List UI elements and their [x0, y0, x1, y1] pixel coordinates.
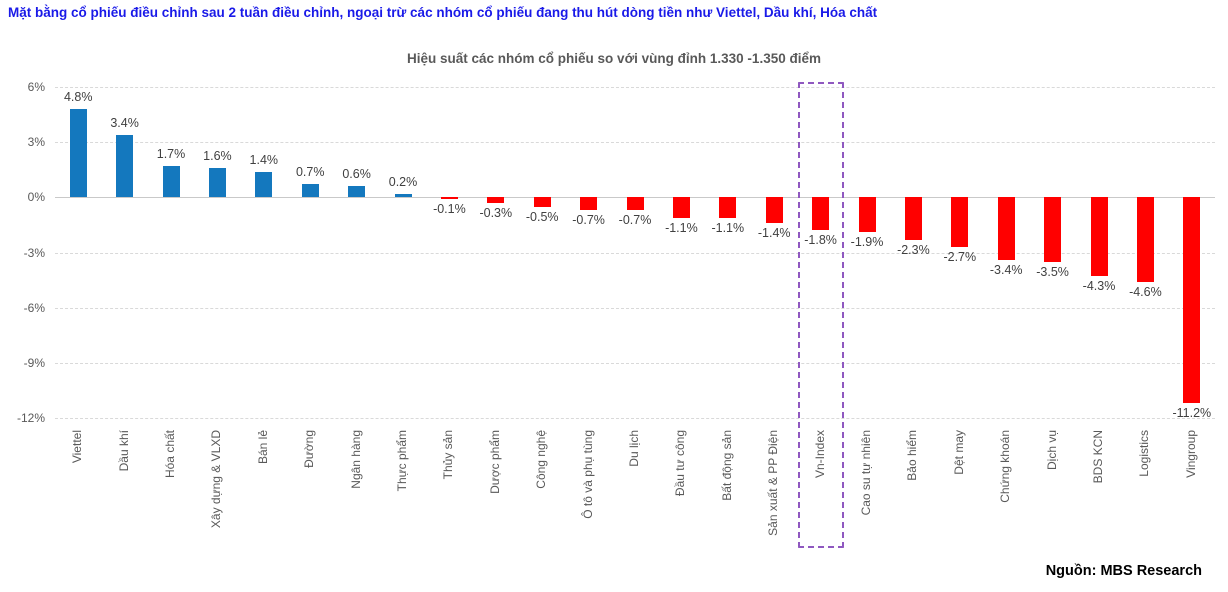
y-axis-label: 6% [27, 80, 45, 94]
bar-value-label: -1.1% [665, 220, 698, 235]
bar-negative [765, 197, 783, 224]
bar-value-label: -11.2% [1172, 406, 1212, 421]
bar-value-label: -2.7% [943, 249, 977, 264]
chart-title: Hiệu suất các nhóm cổ phiếu so với vùng … [407, 51, 821, 66]
bar-value-label: 1.7% [156, 147, 186, 162]
bar-negative [1183, 197, 1201, 404]
bar-negative [858, 197, 876, 233]
bar-value-label: -1.9% [850, 235, 884, 250]
bar-value-label: 0.2% [388, 174, 418, 189]
bar-positive [208, 167, 226, 198]
bar-value-label: 1.4% [249, 152, 279, 167]
x-axis-label: Ô tô và phụ tùng [580, 430, 595, 519]
x-axis-label: Bất động sản [719, 430, 734, 501]
bar-negative [626, 197, 644, 211]
x-axis-label: Cao su tự nhiên [859, 430, 873, 516]
plot-area: 6% 3% 0% -3% -6% -9% -12% 4.8% Viettel 3.4% Dầu kh… [17, 80, 1215, 548]
bar-value-label: -1.1% [711, 220, 745, 235]
bar-value-label: -0.1% [433, 202, 466, 217]
x-axis-label: Logistics [1137, 430, 1152, 477]
bar-positive [348, 186, 366, 198]
bar-positive [69, 109, 87, 198]
x-axis-label: Viettel [70, 430, 85, 464]
gridline [55, 142, 1215, 144]
page-title: Mặt bằng cổ phiếu điều chỉnh sau 2 tuần … [8, 5, 878, 20]
x-axis-label: BDS KCN [1091, 430, 1105, 484]
bar-negative [719, 197, 737, 218]
x-axis-label: Dược phẩm [487, 430, 502, 494]
y-axis-label: -9% [23, 355, 45, 370]
x-axis-label: Dầu khí [116, 430, 131, 472]
x-axis-label: Xây dựng & VLXD [209, 430, 224, 529]
bar-negative [580, 197, 598, 211]
bar-negative [904, 197, 922, 240]
bar-negative [533, 197, 551, 207]
bar-negative [997, 197, 1015, 260]
bar-value-label: 4.8% [63, 90, 93, 105]
x-axis-label: Công nghệ [534, 430, 549, 489]
gridline [55, 307, 1215, 309]
bar-value-label: -0.5% [525, 209, 559, 224]
y-axis-label: 0% [27, 190, 45, 205]
gridline [55, 87, 1215, 88]
x-axis-label: Dịch vụ [1044, 430, 1059, 471]
x-axis-label: Thực phẩm [395, 430, 409, 492]
y-axis-label: -12% [16, 411, 45, 425]
y-axis-label: 3% [27, 135, 45, 150]
source-label: Nguồn: MBS Research [1045, 563, 1202, 579]
bar-negative [1090, 197, 1108, 277]
y-axis-label: -3% [23, 245, 45, 260]
bar-negative [812, 197, 830, 231]
gridline [55, 362, 1215, 364]
x-axis-label: Dệt may [951, 430, 966, 475]
bar-negative [672, 197, 690, 218]
x-axis-label: Đầu tư công [673, 430, 688, 497]
vnindex-highlight-box [797, 82, 844, 548]
y-axis-label: -6% [23, 300, 45, 315]
bar-positive [162, 166, 180, 198]
bar-value-label: -4.3% [1082, 279, 1116, 294]
bar-value-label: -0.7% [572, 213, 605, 228]
bar-negative [487, 197, 505, 203]
bar-negative [1044, 197, 1062, 262]
x-axis-label: Bảo hiểm [905, 430, 920, 481]
bar-value-label: -1.8% [804, 233, 837, 248]
x-axis-label: Du lịch [627, 430, 641, 467]
x-axis-label: Hóa chất [163, 430, 177, 479]
bar-positive [301, 184, 319, 198]
x-axis-label: Sản xuất & PP Điện [766, 430, 781, 536]
bar-value-label: -0.3% [479, 205, 513, 220]
bar-negative [1136, 197, 1154, 282]
bar-value-label: 0.6% [342, 167, 371, 182]
x-axis-label: Ngân hàng [348, 430, 363, 489]
bar-negative [951, 197, 969, 247]
gridline [55, 418, 1215, 419]
x-axis-label: Đường [302, 430, 317, 468]
bar-negative [440, 197, 458, 200]
bar-positive [116, 134, 134, 198]
bar-value-label: 0.7% [295, 165, 325, 180]
x-axis-label: Thủy sản [441, 430, 456, 480]
bar-value-label: -0.7% [618, 213, 652, 228]
bar-value-label: 1.6% [203, 148, 232, 163]
bar-value-label: -3.4% [989, 262, 1023, 277]
bar-positive [394, 193, 412, 198]
x-axis-label: Bán lẻ [255, 430, 270, 465]
bar-value-label: -3.5% [1036, 264, 1069, 279]
bar-positive [255, 171, 273, 198]
gridline [55, 252, 1215, 254]
x-axis-label: Vingroup [1183, 430, 1198, 478]
bar-value-label: -1.4% [757, 226, 791, 241]
x-axis-label: Chứng khoán [998, 430, 1013, 503]
bar-value-label: -2.3% [897, 242, 930, 257]
bar-value-label: 3.4% [110, 115, 139, 130]
bar-value-label: -4.6% [1129, 284, 1162, 299]
